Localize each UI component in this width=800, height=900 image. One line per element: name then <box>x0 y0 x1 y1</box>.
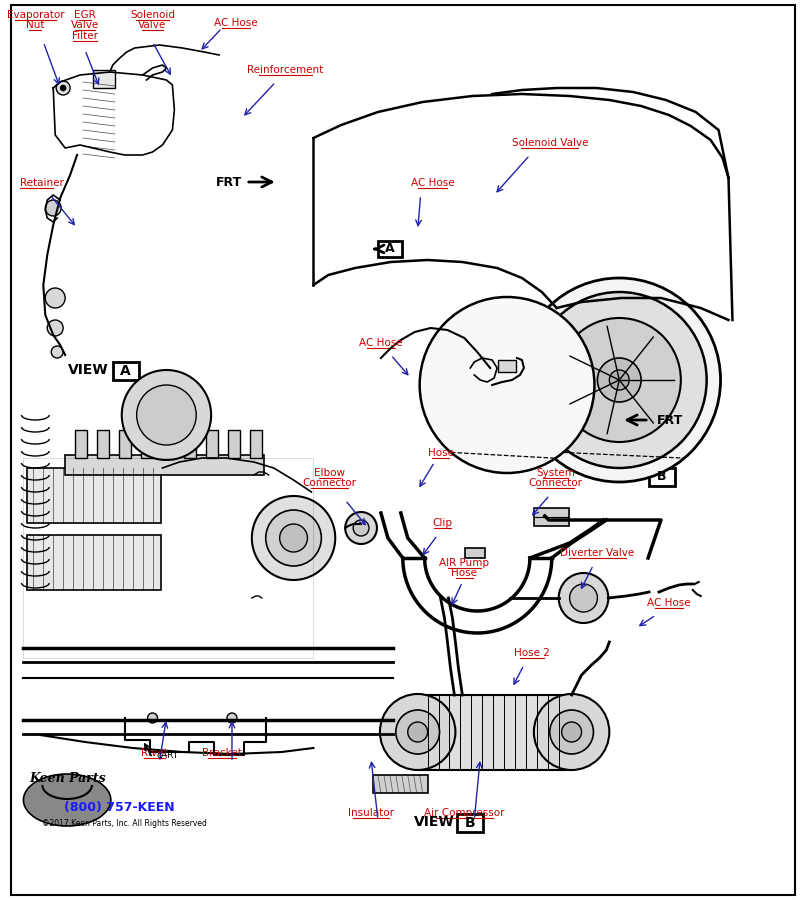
Text: AC Hose: AC Hose <box>214 18 258 28</box>
Text: Filter: Filter <box>72 31 98 41</box>
Circle shape <box>558 318 681 442</box>
Text: Connector: Connector <box>529 479 582 489</box>
Text: cART: cART <box>157 751 178 760</box>
Circle shape <box>420 297 594 473</box>
Circle shape <box>56 81 70 95</box>
Ellipse shape <box>23 774 111 826</box>
Bar <box>534 508 569 526</box>
Circle shape <box>532 292 706 468</box>
Bar <box>498 360 516 372</box>
Text: AIR Pump: AIR Pump <box>439 558 490 568</box>
Bar <box>118 430 130 458</box>
Bar <box>378 241 402 257</box>
Bar <box>162 430 174 458</box>
Text: Evaporator: Evaporator <box>6 10 64 20</box>
Circle shape <box>266 510 322 566</box>
Circle shape <box>280 524 307 552</box>
Text: EGR: EGR <box>74 10 96 20</box>
Circle shape <box>51 346 63 358</box>
Circle shape <box>252 496 335 580</box>
Text: Diverter Valve: Diverter Valve <box>560 548 634 558</box>
Bar <box>466 548 486 558</box>
Text: AC Hose: AC Hose <box>647 598 690 608</box>
Bar <box>93 70 114 88</box>
Circle shape <box>227 713 237 723</box>
Bar <box>418 695 571 770</box>
Circle shape <box>610 370 629 390</box>
Text: Solenoid Valve: Solenoid Valve <box>511 138 588 148</box>
Text: Rivet: Rivet <box>141 748 168 758</box>
Circle shape <box>570 584 598 612</box>
Text: FRT: FRT <box>216 176 242 188</box>
Text: Valve: Valve <box>138 21 166 31</box>
Bar <box>27 535 162 590</box>
Text: (800) 757-KEEN: (800) 757-KEEN <box>65 802 175 814</box>
Circle shape <box>137 385 196 445</box>
Circle shape <box>46 288 65 308</box>
Text: Elbow: Elbow <box>314 468 345 478</box>
Text: A: A <box>385 242 394 256</box>
Text: FRT: FRT <box>657 413 683 427</box>
Text: Nut: Nut <box>26 21 45 31</box>
Bar <box>458 814 483 832</box>
Text: Air Compressor: Air Compressor <box>424 808 505 818</box>
Text: Hose 2: Hose 2 <box>514 648 550 658</box>
Circle shape <box>408 722 428 742</box>
Text: Reinforcement: Reinforcement <box>247 65 324 75</box>
Text: Hose: Hose <box>451 569 478 579</box>
Text: Connector: Connector <box>302 479 356 489</box>
Text: A: A <box>120 364 131 378</box>
Text: Solenoid: Solenoid <box>130 10 175 20</box>
Circle shape <box>122 370 211 460</box>
Bar <box>27 468 162 523</box>
Circle shape <box>558 573 608 623</box>
Bar <box>97 430 109 458</box>
Bar <box>65 455 264 475</box>
Circle shape <box>518 278 721 482</box>
Circle shape <box>46 200 61 216</box>
Text: Clip: Clip <box>433 518 453 528</box>
Circle shape <box>598 358 641 402</box>
Bar <box>141 430 153 458</box>
Bar <box>373 775 428 793</box>
Text: AC Hose: AC Hose <box>410 178 454 188</box>
Bar <box>184 430 196 458</box>
Bar <box>113 362 138 380</box>
Text: Hose: Hose <box>427 448 454 458</box>
Text: Bracket: Bracket <box>202 748 242 758</box>
Bar <box>228 430 240 458</box>
Circle shape <box>380 694 455 770</box>
Text: VIEW: VIEW <box>414 815 454 829</box>
Text: VIEW: VIEW <box>68 363 109 377</box>
Bar <box>649 468 675 486</box>
Text: System: System <box>536 468 575 478</box>
Text: Valve: Valve <box>71 21 99 31</box>
Circle shape <box>60 85 66 91</box>
Text: Insulator: Insulator <box>348 808 394 818</box>
Circle shape <box>47 320 63 336</box>
Circle shape <box>562 722 582 742</box>
Bar <box>206 430 218 458</box>
Circle shape <box>147 713 158 723</box>
Bar <box>250 430 262 458</box>
Circle shape <box>396 710 439 754</box>
Text: Keen Parts: Keen Parts <box>29 771 106 785</box>
Circle shape <box>550 710 594 754</box>
Text: B: B <box>465 816 476 830</box>
Text: ©2017 Keen Parts, Inc. All Rights Reserved: ©2017 Keen Parts, Inc. All Rights Reserv… <box>42 820 207 829</box>
Text: B: B <box>658 471 666 483</box>
Text: AC Hose: AC Hose <box>359 338 402 348</box>
Bar <box>75 430 87 458</box>
Circle shape <box>345 512 377 544</box>
Text: Retainer: Retainer <box>21 178 64 188</box>
Circle shape <box>353 520 369 536</box>
Circle shape <box>534 694 610 770</box>
